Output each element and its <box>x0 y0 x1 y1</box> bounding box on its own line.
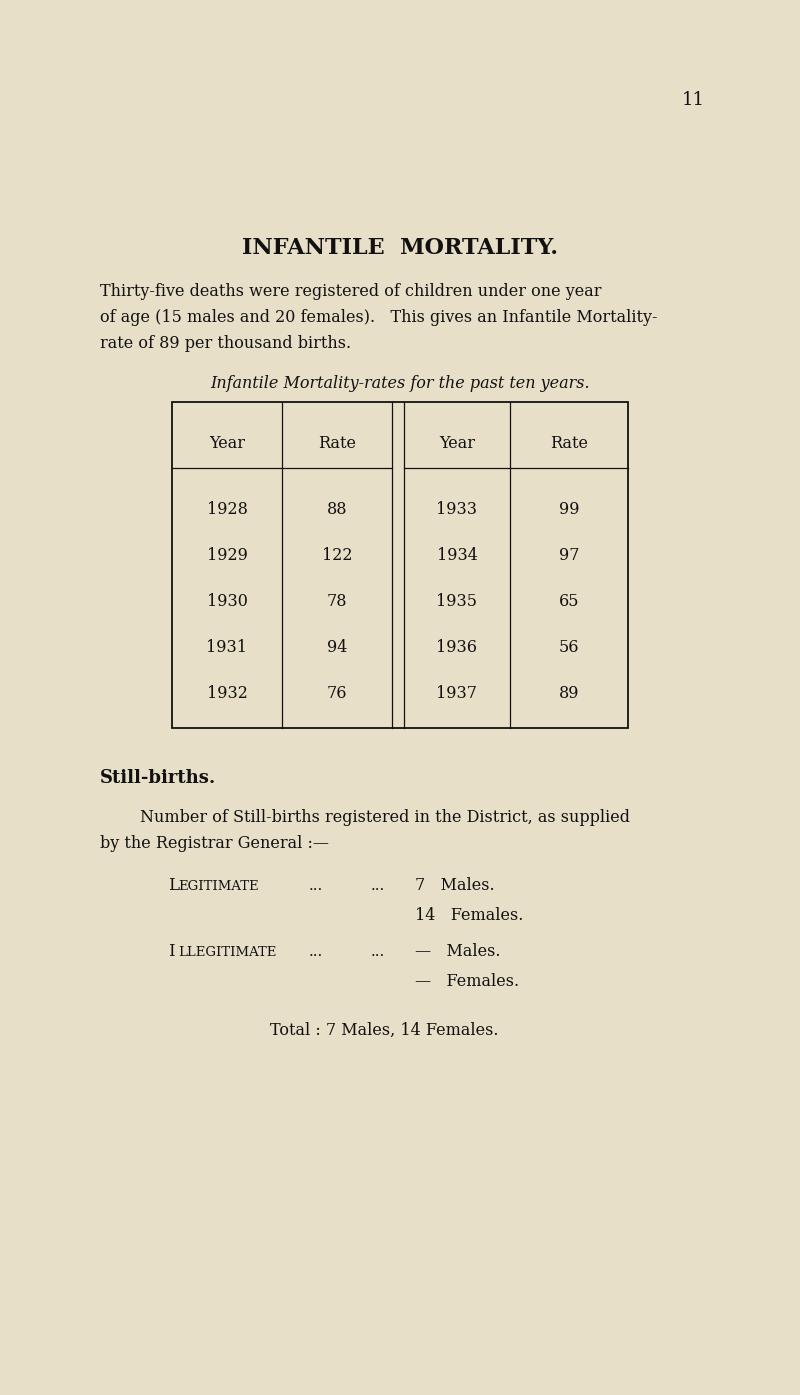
Text: INFANTILE  MORTALITY.: INFANTILE MORTALITY. <box>242 237 558 259</box>
Text: Thirty-five deaths were registered of children under one year: Thirty-five deaths were registered of ch… <box>100 283 602 300</box>
Text: 122: 122 <box>322 547 352 565</box>
Text: 1935: 1935 <box>437 593 478 611</box>
Text: 78: 78 <box>326 593 347 611</box>
Text: 1931: 1931 <box>206 639 247 657</box>
Text: Number of Still-births registered in the District, as supplied: Number of Still-births registered in the… <box>140 809 630 826</box>
Text: 1933: 1933 <box>437 501 478 519</box>
Text: Rate: Rate <box>318 435 356 452</box>
Text: Still-births.: Still-births. <box>100 769 216 787</box>
Text: 89: 89 <box>558 685 579 703</box>
Text: EGITIMATE: EGITIMATE <box>178 879 258 893</box>
Text: ...: ... <box>371 879 385 893</box>
Text: 76: 76 <box>326 685 347 703</box>
Bar <box>172 402 628 728</box>
Text: 99: 99 <box>558 501 579 519</box>
Text: L: L <box>168 877 179 894</box>
Text: 1929: 1929 <box>206 547 247 565</box>
Text: 65: 65 <box>558 593 579 611</box>
Text: 1928: 1928 <box>206 501 247 519</box>
Text: by the Registrar General :—: by the Registrar General :— <box>100 834 329 851</box>
Text: 1932: 1932 <box>206 685 247 703</box>
Text: 1937: 1937 <box>437 685 478 703</box>
Text: 14   Females.: 14 Females. <box>415 908 523 925</box>
Text: of age (15 males and 20 females).   This gives an Infantile Mortality-: of age (15 males and 20 females). This g… <box>100 310 658 326</box>
Text: 56: 56 <box>558 639 579 657</box>
Text: Total : 7 Males, 14 Females.: Total : 7 Males, 14 Females. <box>270 1021 498 1038</box>
Text: LLEGITIMATE: LLEGITIMATE <box>178 946 276 958</box>
Text: 1934: 1934 <box>437 547 478 565</box>
Text: 7   Males.: 7 Males. <box>415 877 494 894</box>
Text: 11: 11 <box>682 91 705 109</box>
Text: Infantile Mortality-rates for the past ten years.: Infantile Mortality-rates for the past t… <box>210 375 590 392</box>
Text: ...: ... <box>371 944 385 958</box>
Text: ...: ... <box>309 879 323 893</box>
Text: 88: 88 <box>326 501 347 519</box>
Text: —   Females.: — Females. <box>415 974 519 990</box>
Text: I: I <box>168 943 174 961</box>
Text: Year: Year <box>439 435 475 452</box>
Text: 1936: 1936 <box>437 639 478 657</box>
Text: ...: ... <box>309 944 323 958</box>
Text: —   Males.: — Males. <box>415 943 501 961</box>
Text: 1930: 1930 <box>206 593 247 611</box>
Text: Year: Year <box>209 435 245 452</box>
Text: Rate: Rate <box>550 435 588 452</box>
Text: rate of 89 per thousand births.: rate of 89 per thousand births. <box>100 336 351 353</box>
Text: 97: 97 <box>558 547 579 565</box>
Text: 94: 94 <box>327 639 347 657</box>
